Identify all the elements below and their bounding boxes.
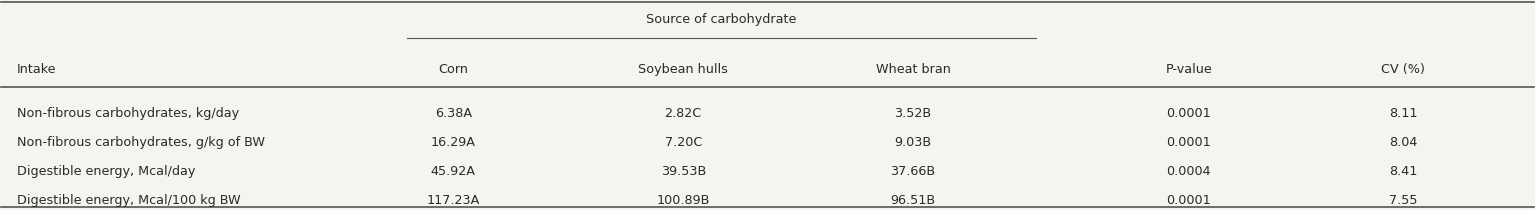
Text: Digestible energy, Mcal/100 kg BW: Digestible energy, Mcal/100 kg BW (17, 194, 241, 207)
Text: 100.89B: 100.89B (657, 194, 709, 207)
Text: Non-fibrous carbohydrates, g/kg of BW: Non-fibrous carbohydrates, g/kg of BW (17, 136, 264, 149)
Text: 0.0001: 0.0001 (1167, 107, 1211, 120)
Text: CV (%): CV (%) (1382, 63, 1426, 76)
Text: 39.53B: 39.53B (660, 165, 706, 178)
Text: 45.92A: 45.92A (431, 165, 476, 178)
Text: 7.55: 7.55 (1389, 194, 1418, 207)
Text: Soybean hulls: Soybean hulls (639, 63, 728, 76)
Text: 37.66B: 37.66B (890, 165, 936, 178)
Text: 117.23A: 117.23A (427, 194, 480, 207)
Text: 8.11: 8.11 (1389, 107, 1418, 120)
Text: 8.04: 8.04 (1389, 136, 1417, 149)
Text: 9.03B: 9.03B (895, 136, 932, 149)
Text: 3.52B: 3.52B (895, 107, 932, 120)
Text: Intake: Intake (17, 63, 57, 76)
Text: Non-fibrous carbohydrates, kg/day: Non-fibrous carbohydrates, kg/day (17, 107, 239, 120)
Text: 7.20C: 7.20C (665, 136, 701, 149)
Text: Wheat bran: Wheat bran (875, 63, 950, 76)
Text: 6.38A: 6.38A (434, 107, 471, 120)
Text: 8.41: 8.41 (1389, 165, 1417, 178)
Text: P-value: P-value (1165, 63, 1213, 76)
Text: 0.0004: 0.0004 (1167, 165, 1211, 178)
Text: Source of carbohydrate: Source of carbohydrate (646, 13, 797, 25)
Text: Digestible energy, Mcal/day: Digestible energy, Mcal/day (17, 165, 195, 178)
Text: 0.0001: 0.0001 (1167, 194, 1211, 207)
Text: 96.51B: 96.51B (890, 194, 936, 207)
Text: 0.0001: 0.0001 (1167, 136, 1211, 149)
Text: 2.82C: 2.82C (665, 107, 701, 120)
Text: Corn: Corn (439, 63, 468, 76)
Text: 16.29A: 16.29A (431, 136, 476, 149)
